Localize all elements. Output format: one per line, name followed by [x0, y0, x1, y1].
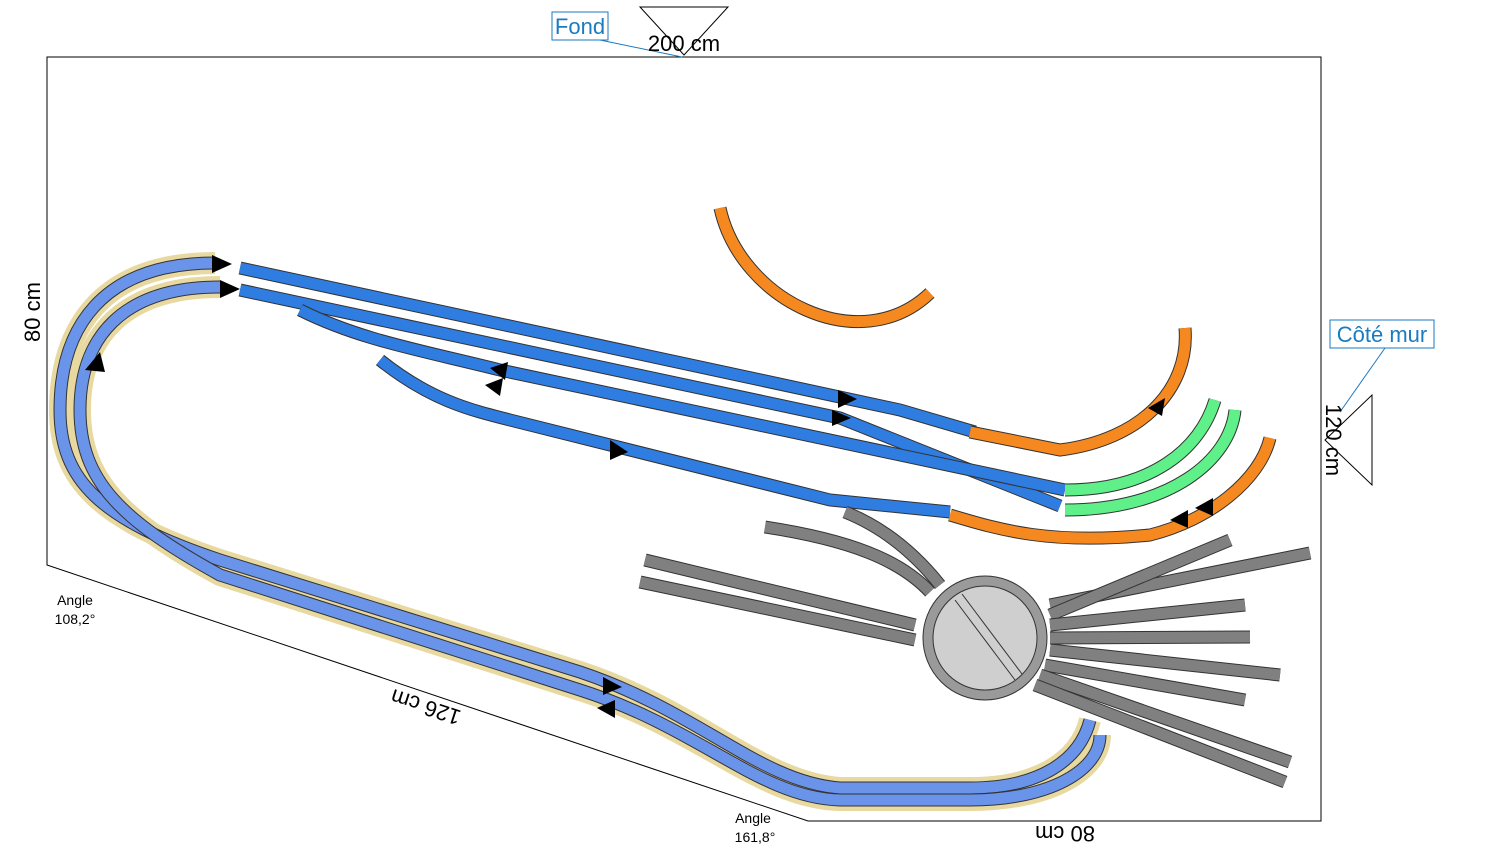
dimension: 120 cm — [1321, 404, 1346, 476]
angle-value: 161,8° — [735, 829, 776, 845]
angle-label: Angle — [735, 810, 771, 826]
right-marker — [1324, 393, 1373, 487]
dimension: 200 cm — [648, 31, 720, 56]
angle-label: Angle — [57, 592, 93, 608]
note-box — [1329, 319, 1435, 349]
angle-value: 108,2° — [55, 611, 96, 627]
note: Fond — [555, 14, 605, 39]
leader-line — [599, 39, 683, 58]
top-marker — [638, 6, 730, 56]
note-box — [551, 11, 609, 41]
leader-line — [1339, 347, 1386, 413]
note: Côté mur — [1337, 322, 1427, 347]
dimension: 80 cm — [1035, 821, 1095, 846]
dimension: 80 cm — [20, 282, 45, 342]
tracks — [48, 206, 1312, 811]
